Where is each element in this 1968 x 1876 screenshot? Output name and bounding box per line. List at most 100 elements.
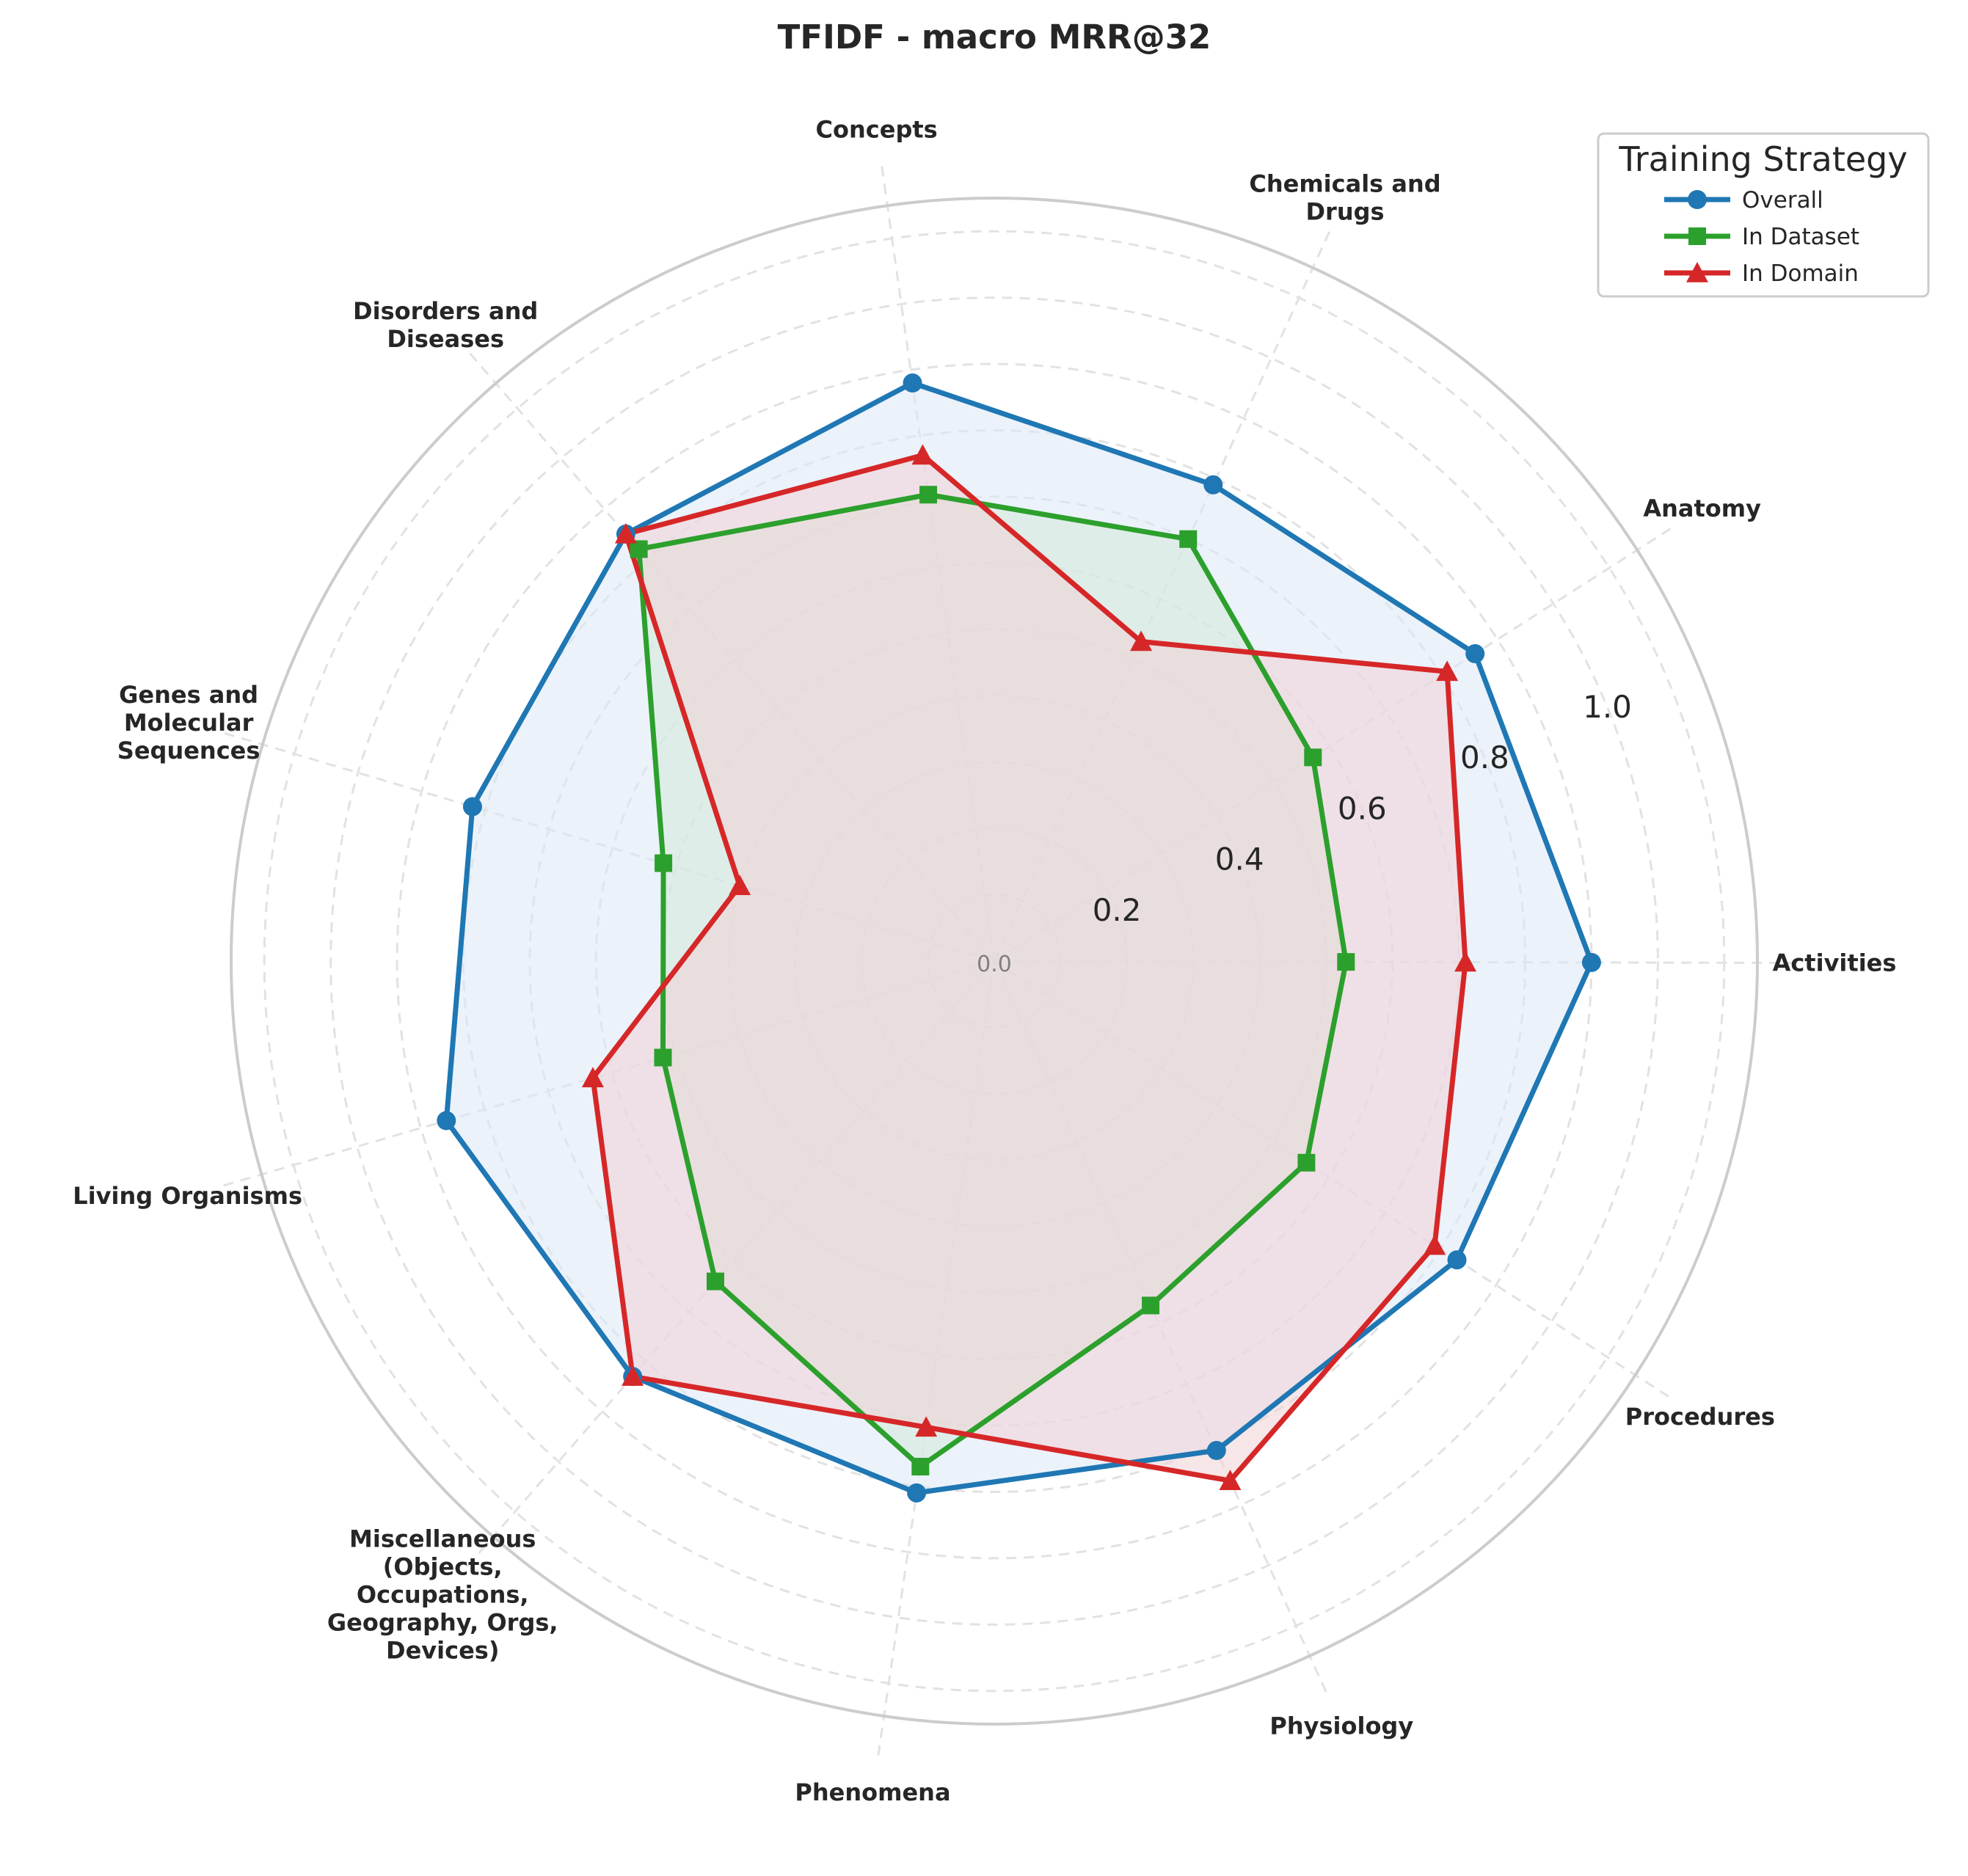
- radial-tick-label: 0.4: [1215, 842, 1264, 877]
- series-1-point-3: [919, 486, 938, 504]
- series-0-point-10: [1447, 1250, 1467, 1270]
- radial-tick-label: 0.6: [1338, 790, 1387, 826]
- radial-tick-label: 0.0: [977, 952, 1012, 977]
- series-line-1: [636, 492, 1349, 1470]
- series-0-point-0: [1581, 952, 1601, 972]
- axis-label-1: Anatomy: [1643, 494, 1761, 522]
- series-0-point-2: [1203, 475, 1223, 494]
- series-0-point-8: [907, 1483, 927, 1503]
- axis-label-layer: Activities Anatomy Chemicals and Drugs Conce…: [73, 115, 1896, 1806]
- axis-label-line: Geography, Orgs,: [327, 1609, 558, 1637]
- radial-tick-label: 0.8: [1460, 740, 1509, 775]
- axis-label-line: Molecular: [124, 709, 254, 737]
- series-1-point-2: [1179, 530, 1198, 548]
- axis-label-9: Physiology: [1269, 1712, 1413, 1740]
- grid-spoke: [218, 730, 995, 963]
- axis-label-2: Chemicals and Drugs: [1249, 170, 1440, 226]
- series-marker-layer: [437, 373, 1601, 1503]
- axis-label-line: Concepts: [816, 115, 938, 143]
- grid-spoke: [880, 160, 996, 962]
- series-line-layer: [443, 380, 1595, 1496]
- legend-marker-2: [1686, 262, 1708, 282]
- series-2-point-8: [915, 1416, 938, 1437]
- axis-label-line: Devices): [386, 1637, 499, 1665]
- series-2-point-2: [1130, 630, 1153, 652]
- legend-label-2: In Domain: [1742, 260, 1859, 287]
- axis-label-line: Diseases: [387, 325, 504, 353]
- axis-label-4: Disorders and Diseases: [353, 297, 538, 353]
- grid-spoke: [462, 960, 996, 1572]
- axis-label-line: Miscellaneous: [349, 1525, 536, 1553]
- radial-tick-layer: 0.0 0.2 0.4 0.6 0.8 1.0: [977, 689, 1632, 977]
- grid-spoke: [993, 960, 1330, 1698]
- legend: Training Strategy Overall In Dataset In Do…: [1597, 132, 1930, 298]
- axis-label-line: Chemicals and: [1249, 170, 1440, 198]
- grid-spoke: [994, 524, 1677, 963]
- series-fill-layer: [446, 383, 1592, 1493]
- series-2-point-9: [1219, 1470, 1242, 1490]
- series-fill-2: [593, 455, 1466, 1481]
- series-2-point-7: [622, 1365, 644, 1386]
- axis-label-line: Occupations,: [357, 1581, 529, 1609]
- outer-frame: [230, 197, 1759, 1726]
- series-1-point-10: [1297, 1153, 1316, 1172]
- grid-spoke: [993, 225, 1333, 962]
- axis-label-line: Living Organisms: [73, 1182, 302, 1210]
- axis-label-line: Phenomena: [795, 1778, 950, 1806]
- series-2-point-6: [581, 1067, 604, 1088]
- series-0-point-9: [1206, 1441, 1226, 1461]
- series-1-point-1: [1304, 748, 1322, 767]
- legend-label-1: In Dataset: [1742, 224, 1859, 250]
- grid-spoke: [876, 960, 996, 1762]
- grid-spoke: [217, 960, 995, 1189]
- legend-marker-0: [1688, 190, 1707, 209]
- series-1-point-0: [1337, 953, 1355, 971]
- axis-label-line: Drugs: [1305, 198, 1384, 226]
- axis-label-5: Genes and Molecular Sequences: [117, 681, 260, 764]
- series-2-point-5: [729, 875, 751, 896]
- series-1-point-5: [655, 854, 673, 872]
- legend-label-0: Overall: [1742, 187, 1823, 213]
- series-1-point-6: [654, 1048, 672, 1067]
- grid-spoke: [994, 960, 1674, 1401]
- radial-tick-label: 1.0: [1583, 689, 1632, 725]
- axis-label-line: Physiology: [1269, 1712, 1413, 1740]
- series-line-2: [590, 453, 1468, 1483]
- series-2-point-0: [1454, 951, 1477, 972]
- series-0-point-6: [437, 1111, 456, 1131]
- grid-ring: [263, 230, 1726, 1693]
- legend-entries: Overall In Dataset In Domain: [1664, 187, 1859, 287]
- series-2-point-10: [1424, 1234, 1446, 1255]
- grid-spoke: [994, 960, 1804, 965]
- axis-label-7: Miscellaneous (Objects, Occupations, Geogra…: [327, 1525, 558, 1665]
- axis-label-8: Phenomena: [795, 1778, 950, 1806]
- series-0-point-1: [1465, 644, 1485, 664]
- series-1-point-8: [911, 1458, 930, 1476]
- axis-label-line: Anatomy: [1643, 494, 1761, 522]
- series-line-0: [443, 380, 1595, 1496]
- series-2-point-1: [1436, 660, 1459, 682]
- series-1-point-7: [706, 1272, 724, 1291]
- axis-label-10: Procedures: [1625, 1403, 1775, 1431]
- grid-spoke: [464, 348, 996, 962]
- axis-label-0: Activities: [1773, 949, 1897, 977]
- axis-label-line: Activities: [1773, 949, 1897, 977]
- series-1-point-9: [1142, 1296, 1160, 1315]
- axis-label-line: Procedures: [1625, 1403, 1775, 1431]
- axis-label-6: Living Organisms: [73, 1182, 302, 1210]
- series-0-point-5: [462, 797, 482, 817]
- series-2-point-4: [614, 522, 637, 544]
- axis-label-line: (Objects,: [383, 1553, 503, 1581]
- legend-title: Training Strategy: [1618, 139, 1907, 179]
- legend-frame: [1597, 132, 1930, 298]
- axis-label-3: Concepts: [816, 115, 938, 143]
- series-2-point-3: [911, 444, 934, 465]
- legend-marker-1: [1688, 227, 1706, 245]
- radial-tick-label: 0.2: [1093, 892, 1142, 928]
- axis-label-line: Genes and: [119, 681, 258, 709]
- grid-ring: [329, 296, 1659, 1626]
- axis-label-line: Sequences: [117, 737, 260, 764]
- axis-label-line: Disorders and: [353, 297, 538, 325]
